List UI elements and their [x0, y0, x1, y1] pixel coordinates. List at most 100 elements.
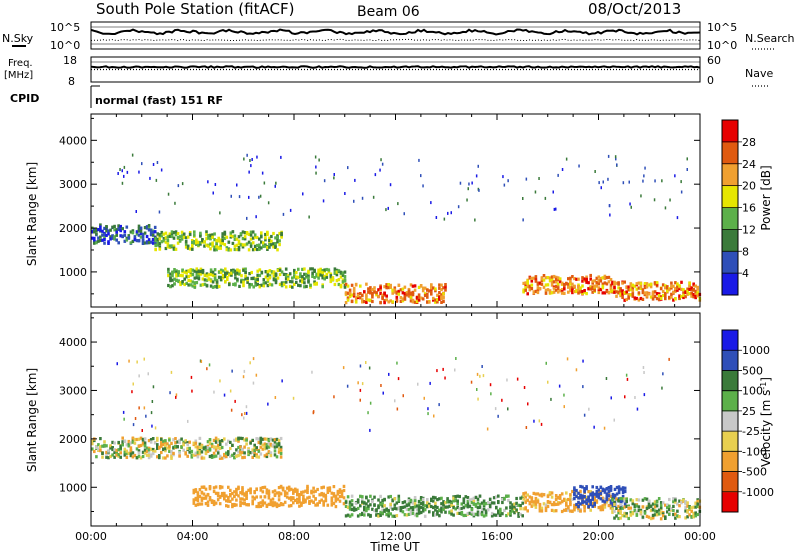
velocity-cell: [218, 454, 222, 458]
velocity-cell: [385, 507, 388, 512]
velocity-cell: [426, 501, 429, 505]
power-cell: [171, 271, 174, 275]
velocity-echo: [455, 357, 457, 360]
velocity-cell: [399, 506, 403, 510]
power-echo: [275, 181, 277, 185]
velocity-cell: [593, 492, 596, 496]
power-echo: [525, 177, 528, 181]
power-cell: [432, 286, 435, 290]
power-cell: [181, 268, 184, 272]
velocity-cell: [432, 505, 435, 510]
power-cell: [643, 282, 647, 286]
power-cell: [371, 293, 374, 297]
velocity-cell: [573, 488, 576, 492]
velocity-cell: [117, 453, 120, 457]
velocity-cell: [208, 496, 212, 500]
power-cell: [583, 279, 586, 283]
velocity-cell: [170, 450, 173, 454]
velocity-cell: [387, 508, 390, 513]
power-echo: [152, 163, 155, 166]
power-cell: [135, 232, 139, 236]
power-cell: [229, 233, 233, 237]
power-echo: [167, 192, 170, 196]
velocity-cell: [554, 509, 558, 513]
velocity-cell: [637, 508, 641, 513]
velocity-cell: [472, 502, 476, 506]
velocity-cell: [649, 509, 653, 513]
velocity-cell: [141, 450, 145, 454]
power-cell: [426, 292, 429, 296]
power-cell: [162, 232, 166, 236]
power-cell: [678, 294, 681, 298]
velocity-cell: [330, 496, 334, 500]
power-cell: [176, 236, 180, 240]
velocity-cell: [605, 498, 609, 502]
velocity-cell: [123, 439, 127, 443]
velocity-cell: [113, 448, 116, 452]
velocity-cell: [645, 506, 649, 510]
power-cell: [178, 235, 182, 239]
power-echo: [267, 201, 270, 205]
velocity-echo: [342, 366, 345, 370]
velocity-cell: [243, 455, 246, 459]
power-cell: [262, 281, 266, 285]
velocity-cell: [617, 491, 621, 495]
velocity-cell: [178, 451, 181, 455]
velocity-cell: [326, 488, 330, 492]
power-cell: [268, 276, 272, 280]
velocity-cell: [538, 502, 542, 507]
velocity-cell: [121, 443, 124, 447]
velocity-cell: [488, 497, 492, 501]
velocity-cell: [306, 484, 309, 488]
velocity-cell: [265, 454, 269, 459]
power-echo: [385, 208, 387, 212]
velocity-cell: [314, 503, 317, 507]
velocity-cell: [143, 441, 147, 445]
power-cell: [356, 295, 360, 300]
power-cell: [234, 282, 237, 286]
power-cell: [151, 233, 155, 237]
velocity-cell: [245, 495, 248, 499]
power-echo: [680, 190, 683, 194]
power-cell: [356, 293, 360, 297]
velocity-cell: [657, 512, 661, 516]
power-cell: [534, 279, 538, 283]
power-ytick-label: 1000: [59, 266, 87, 279]
velocity-cell: [287, 496, 291, 500]
velocity-cell: [129, 446, 133, 450]
velocity-cell: [125, 449, 129, 453]
velocity-cell: [279, 445, 283, 449]
power-cell: [354, 282, 358, 286]
velocity-cell: [160, 450, 163, 455]
power-cell: [107, 240, 110, 244]
power-cell: [601, 286, 605, 290]
velocity-cell: [377, 506, 380, 510]
velocity-cell: [444, 510, 447, 514]
velocity-cell: [271, 443, 275, 447]
power-cell: [234, 269, 237, 273]
power-cell: [554, 284, 558, 288]
power-cell: [213, 232, 216, 236]
velocity-cell: [480, 513, 484, 517]
power-cell: [615, 290, 618, 294]
velocity-cell: [480, 501, 484, 505]
power-cell: [395, 291, 399, 295]
velocity-cell: [499, 509, 502, 513]
velocity-cell: [577, 504, 580, 508]
velocity-cell: [432, 511, 435, 515]
power-echo: [381, 162, 384, 166]
power-echo: [261, 171, 264, 175]
velocity-cell: [428, 510, 431, 514]
power-cell: [664, 286, 667, 290]
power-cell: [389, 299, 392, 303]
velocity-echo: [566, 357, 569, 361]
velocity-cell: [151, 437, 155, 441]
velocity-cell: [190, 449, 194, 453]
power-cell: [391, 300, 394, 304]
power-cell: [219, 241, 222, 245]
velocity-cell: [196, 445, 200, 449]
velocity-cell: [623, 501, 627, 505]
velocity-cell: [476, 513, 480, 517]
power-cell: [327, 268, 331, 272]
velocity-echo: [145, 414, 147, 418]
